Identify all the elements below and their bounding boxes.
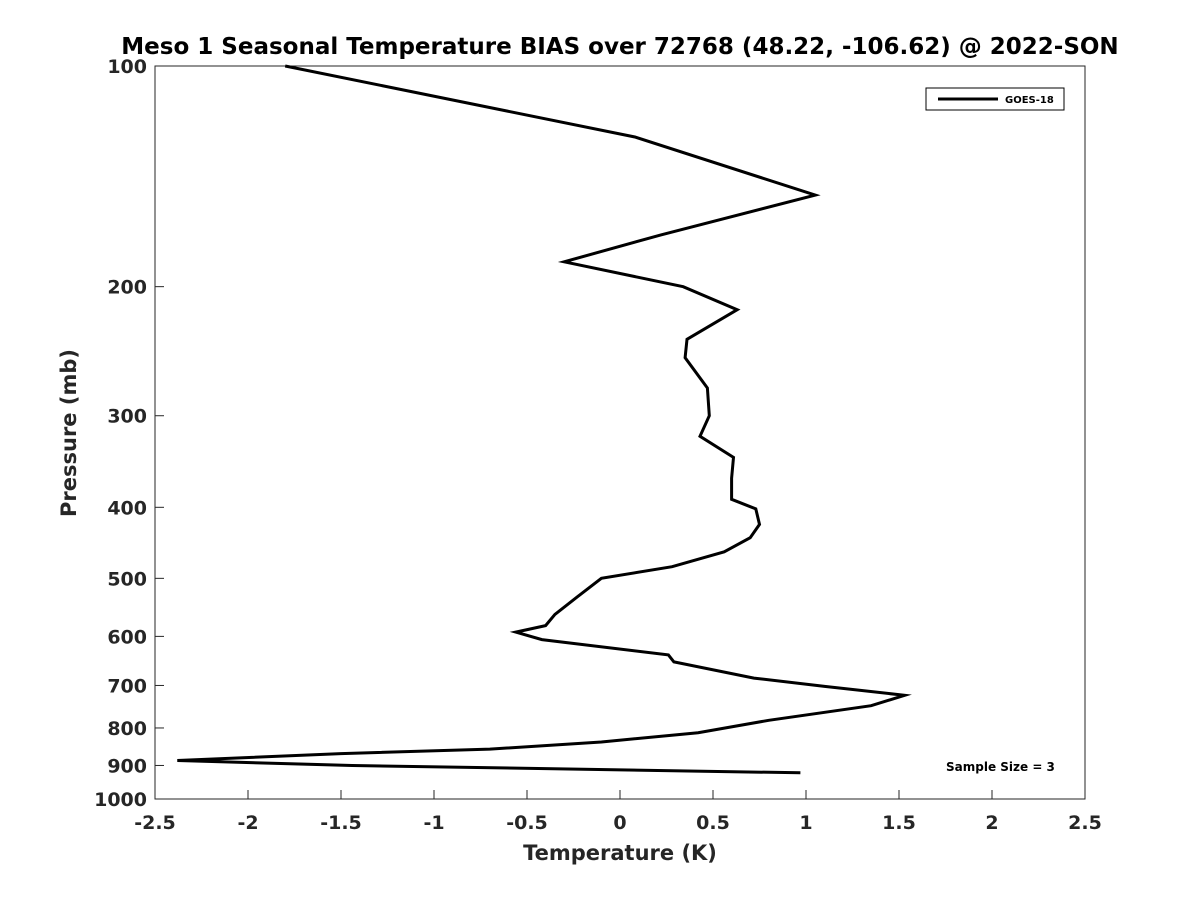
y-tick-label: 600: [107, 626, 147, 648]
y-tick-label: 100: [107, 56, 147, 78]
x-tick-label: -2.5: [134, 812, 176, 834]
series-layer: [177, 64, 912, 775]
x-axis-label: Temperature (K): [523, 841, 717, 865]
y-tick-label: 200: [107, 277, 147, 299]
x-tick-label: 2.5: [1068, 812, 1102, 834]
y-tick-label: 500: [107, 568, 147, 590]
x-tick-label: -2: [237, 812, 258, 834]
x-tick-label: 1.5: [882, 812, 916, 834]
x-tick-label: -0.5: [506, 812, 548, 834]
legend-label-goes-18: GOES-18: [1005, 95, 1054, 106]
x-tick-label: -1.5: [320, 812, 362, 834]
x-axis: -2.5 -2 -1.5 -1 -0.5 0 0.5 1 1.5 2 2.5: [134, 790, 1102, 834]
y-axis: 100 200 300 400 500 600 700 800 900 1000: [94, 56, 164, 811]
x-tick-label: 1: [799, 812, 812, 834]
y-tick-label: 700: [107, 675, 147, 697]
y-tick-label: 900: [107, 755, 147, 777]
legend: GOES-18: [925, 87, 1065, 111]
sample-size-annotation: Sample Size = 3: [946, 760, 1055, 774]
x-tick-label: 2: [985, 812, 998, 834]
plot-area: [154, 65, 1086, 800]
y-tick-label: 400: [107, 497, 147, 519]
series-line-goes-18: [177, 64, 912, 775]
y-axis-label: Pressure (mb): [57, 349, 81, 517]
x-tick-label: 0.5: [696, 812, 730, 834]
y-tick-label: 800: [107, 718, 147, 740]
y-tick-label: 1000: [94, 789, 147, 811]
y-tick-label: 300: [107, 406, 147, 428]
x-tick-label: -1: [423, 812, 444, 834]
chart-title: Meso 1 Seasonal Temperature BIAS over 72…: [121, 34, 1118, 60]
x-tick-label: 0: [613, 812, 626, 834]
